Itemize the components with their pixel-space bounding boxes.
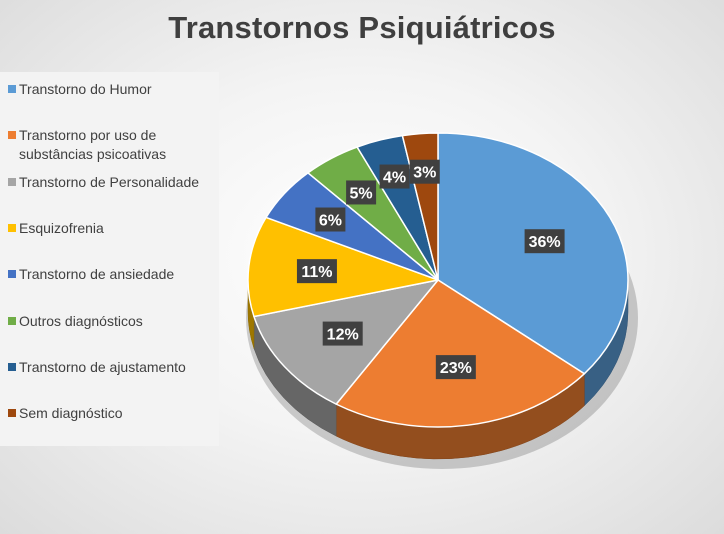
data-label-7: 4% bbox=[383, 170, 406, 187]
legend-label: Transtorno de Personalidade bbox=[19, 174, 200, 190]
legend-item-personalidade: Transtorno de Personalidade bbox=[8, 173, 220, 192]
chart-title: Transtornos Psiquiátricos bbox=[168, 10, 556, 45]
legend-swatch bbox=[8, 270, 16, 278]
legend-swatch bbox=[8, 317, 16, 325]
data-label-1: 36% bbox=[529, 234, 561, 251]
pie-slice-1 bbox=[437, 132, 629, 375]
data-label-8: 3% bbox=[413, 165, 436, 182]
data-label-box-8 bbox=[409, 159, 440, 184]
data-label-6: 5% bbox=[350, 185, 373, 202]
legend-label: Sem diagnóstico bbox=[19, 405, 123, 421]
legend-item-ajustamento: Transtorno de ajustamento bbox=[8, 358, 220, 377]
data-label-box-5 bbox=[315, 207, 346, 232]
legend-swatch bbox=[8, 409, 16, 417]
legend-item-humor: Transtorno do Humor bbox=[8, 80, 220, 99]
data-label-box-1 bbox=[524, 229, 565, 254]
legend-swatch bbox=[8, 363, 16, 371]
data-label-box-3 bbox=[322, 321, 363, 346]
data-label-box-7 bbox=[379, 164, 410, 189]
legend-label: Esquizofrenia bbox=[19, 220, 104, 236]
legend-item-esquizofrenia: Esquizofrenia bbox=[8, 219, 220, 238]
legend-swatch bbox=[8, 178, 16, 186]
legend-label: Transtorno de ansiedade bbox=[19, 266, 175, 282]
legend-swatch bbox=[8, 85, 16, 93]
pie-slice-4 bbox=[247, 216, 439, 318]
legend-label: Transtorno por uso de substâncias psicoa… bbox=[19, 127, 167, 162]
legend-swatch bbox=[8, 131, 16, 139]
legend-item-sem-diagnostico: Sem diagnóstico bbox=[8, 404, 220, 423]
legend-item-outros: Outros diagnósticos bbox=[8, 312, 220, 331]
data-label-box-2 bbox=[435, 355, 476, 380]
legend-item-substancias: Transtorno por uso de substâncias psicoa… bbox=[8, 126, 220, 164]
legend-label: Transtorno do Humor bbox=[19, 81, 152, 97]
legend-label: Outros diagnósticos bbox=[19, 313, 143, 329]
data-label-box-6 bbox=[346, 180, 377, 205]
data-label-3: 12% bbox=[327, 327, 359, 344]
legend-label: Transtorno de ajustamento bbox=[19, 359, 186, 375]
data-label-box-4 bbox=[296, 259, 337, 284]
data-label-2: 23% bbox=[440, 360, 472, 377]
legend-swatch bbox=[8, 224, 16, 232]
data-label-4: 11% bbox=[301, 264, 332, 281]
data-label-5: 6% bbox=[319, 213, 342, 230]
chart-legend: Transtorno do Humor Transtorno por uso d… bbox=[0, 72, 219, 446]
legend-item-ansiedade: Transtorno de ansiedade bbox=[8, 265, 220, 284]
pie-slice-2 bbox=[335, 279, 586, 428]
